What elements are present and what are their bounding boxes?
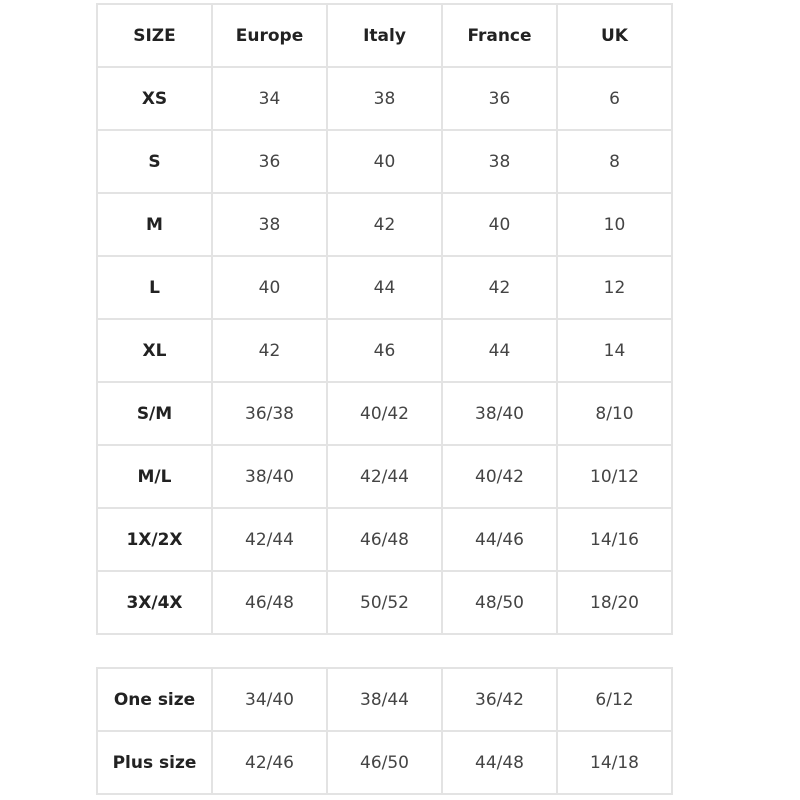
size-value-cell: 42/44: [211, 507, 328, 572]
size-value-cell: 38/40: [441, 381, 558, 446]
size-value-cell: 42: [326, 192, 443, 257]
size-value-cell: 42/46: [211, 730, 328, 795]
size-value-cell: 6: [556, 66, 673, 131]
size-value-cell: 38: [326, 66, 443, 131]
size-label-cell: XS: [96, 66, 213, 131]
size-value-cell: 38: [441, 129, 558, 194]
size-value-cell: 46/48: [211, 570, 328, 635]
size-value-cell: 36: [441, 66, 558, 131]
size-value-cell: 42/44: [326, 444, 443, 509]
size-value-cell: 48/50: [441, 570, 558, 635]
size-value-cell: 34: [211, 66, 328, 131]
size-value-cell: 40: [326, 129, 443, 194]
table-row: 1X/2X 42/44 46/48 44/46 14/16: [96, 507, 673, 572]
size-label-cell: S/M: [96, 381, 213, 446]
size-label-cell: Plus size: [96, 730, 213, 795]
header-row: SIZE Europe Italy France UK: [96, 3, 673, 68]
size-label-cell: 1X/2X: [96, 507, 213, 572]
table-row: S 36 40 38 8: [96, 129, 673, 194]
size-value-cell: 40: [441, 192, 558, 257]
size-value-cell: 14/18: [556, 730, 673, 795]
size-value-cell: 46/50: [326, 730, 443, 795]
size-label-cell: 3X/4X: [96, 570, 213, 635]
table-row: XL 42 46 44 14: [96, 318, 673, 383]
size-value-cell: 8: [556, 129, 673, 194]
size-value-cell: 14/16: [556, 507, 673, 572]
column-header: Europe: [211, 3, 328, 68]
size-value-cell: 46: [326, 318, 443, 383]
column-header: UK: [556, 3, 673, 68]
size-value-cell: 44/48: [441, 730, 558, 795]
size-value-cell: 36: [211, 129, 328, 194]
size-value-cell: 10/12: [556, 444, 673, 509]
size-value-cell: 34/40: [211, 667, 328, 732]
size-value-cell: 12: [556, 255, 673, 320]
table-row: XS 34 38 36 6: [96, 66, 673, 131]
size-value-cell: 38/44: [326, 667, 443, 732]
size-value-cell: 44: [326, 255, 443, 320]
size-value-cell: 36/42: [441, 667, 558, 732]
size-label-cell: M/L: [96, 444, 213, 509]
size-value-cell: 18/20: [556, 570, 673, 635]
table-row: One size 34/40 38/44 36/42 6/12: [96, 667, 673, 732]
size-value-cell: 6/12: [556, 667, 673, 732]
size-value-cell: 42: [211, 318, 328, 383]
size-value-cell: 46/48: [326, 507, 443, 572]
table-row: S/M 36/38 40/42 38/40 8/10: [96, 381, 673, 446]
size-value-cell: 38: [211, 192, 328, 257]
size-value-cell: 10: [556, 192, 673, 257]
size-value-cell: 36/38: [211, 381, 328, 446]
table-row: 3X/4X 46/48 50/52 48/50 18/20: [96, 570, 673, 635]
size-label-cell: S: [96, 129, 213, 194]
size-conversion-table: SIZE Europe Italy France UK XS 34 38 36 6 S 36 40 38 8…: [96, 3, 673, 635]
table-row: L 40 44 42 12: [96, 255, 673, 320]
size-value-cell: 14: [556, 318, 673, 383]
size-value-cell: 40: [211, 255, 328, 320]
size-value-cell: 8/10: [556, 381, 673, 446]
column-header: Italy: [326, 3, 443, 68]
special-size-table: One size 34/40 38/44 36/42 6/12 Plus size 42/4…: [96, 667, 673, 795]
size-value-cell: 40/42: [441, 444, 558, 509]
size-label-cell: M: [96, 192, 213, 257]
table-row: Plus size 42/46 46/50 44/48 14/18: [96, 730, 673, 795]
size-value-cell: 38/40: [211, 444, 328, 509]
size-label-cell: XL: [96, 318, 213, 383]
column-header: France: [441, 3, 558, 68]
size-value-cell: 50/52: [326, 570, 443, 635]
size-value-cell: 44: [441, 318, 558, 383]
size-value-cell: 42: [441, 255, 558, 320]
size-label-cell: L: [96, 255, 213, 320]
size-label-cell: One size: [96, 667, 213, 732]
table-row: M 38 42 40 10: [96, 192, 673, 257]
table-row: M/L 38/40 42/44 40/42 10/12: [96, 444, 673, 509]
column-header: SIZE: [96, 3, 213, 68]
size-value-cell: 40/42: [326, 381, 443, 446]
size-value-cell: 44/46: [441, 507, 558, 572]
